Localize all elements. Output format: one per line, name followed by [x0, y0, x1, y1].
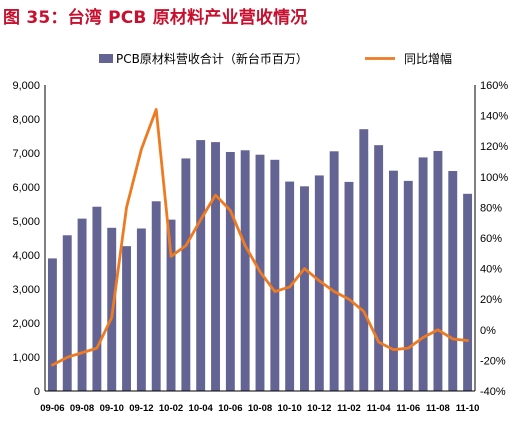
x-tick-label: 11-10: [456, 403, 480, 414]
bar-11-01: [329, 151, 339, 391]
x-tick-label: 10-08: [248, 403, 272, 414]
chart-axes: [44, 85, 476, 392]
bar-series: [47, 129, 473, 391]
right-tick-label: 140%: [480, 111, 508, 123]
legend-label-line: 同比增幅: [404, 51, 452, 66]
left-tick-label: 4,000: [12, 250, 40, 262]
x-tick-label: 09-10: [100, 403, 124, 414]
left-tick-label: 1,000: [12, 352, 40, 364]
bar-11-03: [359, 129, 369, 391]
left-tick-label: 8,000: [12, 114, 40, 126]
right-tick-label: 80%: [480, 202, 502, 214]
bar-11-10: [463, 193, 473, 391]
bar-10-07: [240, 150, 250, 391]
right-tick-label: 120%: [480, 141, 508, 153]
bar-10-09: [270, 159, 280, 391]
yoy-growth-line: [51, 108, 469, 367]
figure-title: 图 35：台湾 PCB 原材料产业营收情况: [3, 8, 308, 28]
bar-10-12: [314, 175, 324, 391]
bar-10-02: [166, 219, 176, 391]
left-tick-label: 5,000: [12, 216, 40, 228]
bar-10-05: [211, 142, 220, 391]
left-tick-label: 6,000: [12, 182, 40, 194]
right-tick-label: -40%: [480, 386, 506, 398]
right-tick-label: 100%: [480, 172, 508, 184]
right-tick-label: 60%: [480, 233, 502, 245]
x-tick-label: 11-04: [367, 403, 391, 414]
bar-10-04: [196, 140, 206, 391]
bar-11-09: [448, 171, 458, 391]
right-tick-label: 20%: [480, 294, 502, 306]
right-tick-label: -20%: [480, 355, 506, 367]
left-tick-label: 2,000: [12, 318, 40, 330]
bar-11-07: [418, 157, 428, 391]
bar-09-08: [77, 218, 87, 391]
bar-09-11: [122, 246, 131, 391]
x-tick-label: 11-02: [337, 403, 361, 414]
bar-10-01: [151, 201, 161, 391]
x-tick-label: 09-08: [70, 403, 94, 414]
bar-11-06: [403, 180, 413, 391]
x-tick-label: 11-08: [426, 403, 450, 414]
left-tick-label: 0: [34, 386, 40, 398]
line-series: [51, 108, 469, 367]
x-tick-label: 10-04: [189, 403, 214, 414]
bar-09-09: [92, 206, 102, 391]
left-tick-label: 3,000: [12, 284, 40, 296]
chart-legend: PCB原材料营收合计（新台币百万） 同比增幅: [99, 51, 452, 66]
bar-10-11: [300, 186, 309, 391]
right-tick-label: 0%: [480, 325, 496, 337]
right-tick-label: 40%: [480, 264, 502, 276]
legend-label-bar: PCB原材料营收合计（新台币百万）: [116, 51, 308, 66]
x-tick-label: 10-02: [159, 403, 183, 414]
bar-11-02: [344, 181, 354, 391]
x-tick-label: 10-10: [277, 403, 301, 414]
bar-09-07: [62, 235, 72, 391]
bar-09-12: [136, 228, 146, 391]
bar-11-05: [389, 170, 398, 391]
bar-09-06: [47, 258, 57, 391]
bar-10-06: [225, 151, 235, 391]
left-tick-label: 7,000: [12, 148, 40, 160]
x-tick-label: 10-06: [218, 403, 242, 414]
bar-11-08: [433, 150, 443, 391]
legend-swatch-bar: [99, 54, 113, 63]
x-tick-label: 10-12: [307, 403, 331, 414]
tick-labels: 0 1,000 2,000 3,000 4,000 5,000 6,000 7,000 8,00…: [12, 80, 508, 414]
x-tick-label: 11-06: [396, 403, 420, 414]
bar-10-03: [181, 158, 191, 391]
left-tick-label: 9,000: [12, 80, 40, 92]
bar-11-04: [374, 145, 384, 391]
x-tick-label: 09-06: [40, 403, 64, 414]
right-tick-label: 160%: [480, 80, 508, 92]
x-tick-label: 09-12: [129, 403, 153, 414]
